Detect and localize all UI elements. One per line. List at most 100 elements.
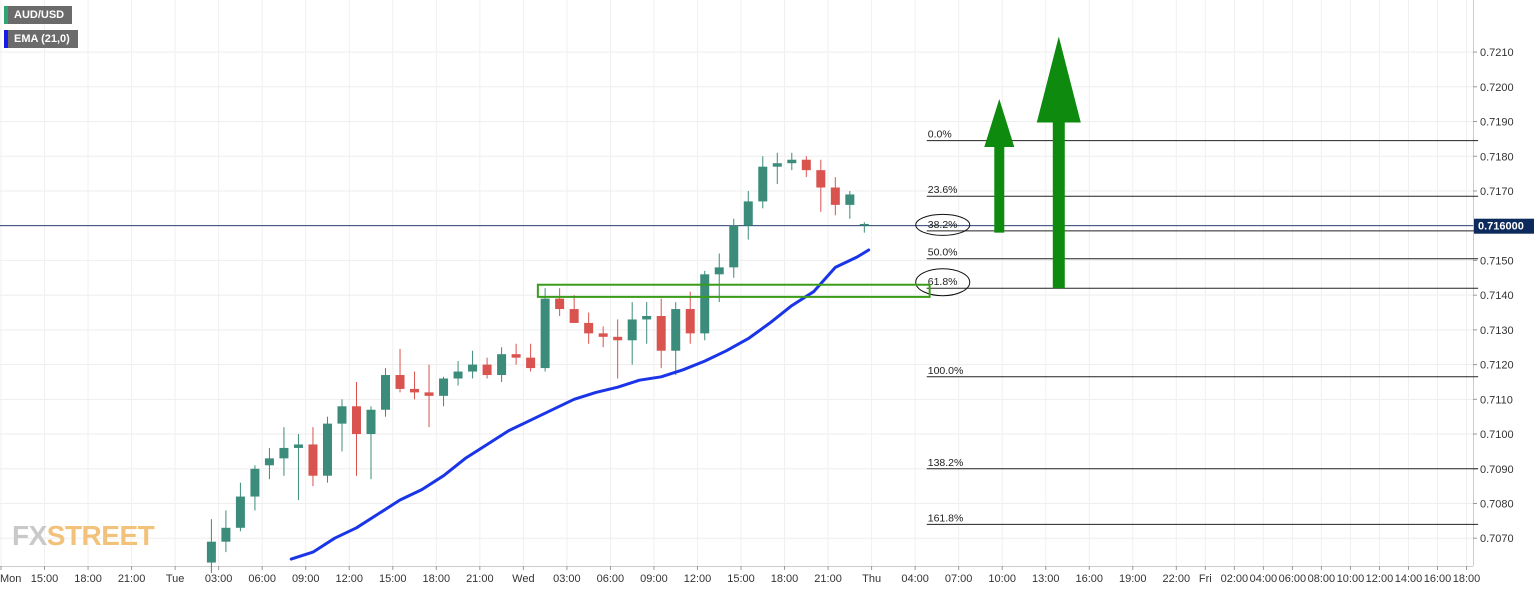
candle-body [656,315,666,351]
candle-body [671,309,681,351]
x-tick-label: 10:00 [1337,573,1365,585]
y-tick-label: 0.7100 [1480,429,1514,441]
candle-body [308,444,318,476]
candle-body [714,267,724,275]
fib-label: 161.8% [928,512,964,524]
candle-body [859,223,869,226]
candle-body [729,225,739,268]
candle-body [381,375,391,410]
arrow-shaft [1052,120,1065,289]
x-tick-label: 15:00 [31,573,59,585]
candle-body [453,371,463,379]
arrow-short [984,98,1015,233]
candle-body [482,364,492,376]
fib-label: 61.8% [928,276,958,288]
x-tick-label: 16:00 [1075,573,1103,585]
candle-body [511,354,521,358]
legend-ema[interactable]: EMA (21,0) [4,30,78,48]
candle-body [526,357,536,369]
candle-body [235,496,245,528]
x-tick-label: Fri [1199,573,1212,585]
grid [0,0,1473,566]
candle-body [206,541,216,563]
arrow-shaft [994,144,1005,233]
candle-body [613,336,623,341]
y-tick-label: 0.7120 [1480,360,1514,372]
fib-circle [915,268,971,297]
fib-label: 0.0% [928,129,952,141]
fxstreet-logo: FXSTREET [12,520,155,552]
price-tag-bg [1474,218,1534,234]
candle-body [264,458,274,466]
y-tick-label: 0.7200 [1480,82,1514,94]
x-tick-label: Mon [0,573,21,585]
x-tick-label: 03:00 [205,573,233,585]
legend-symbol-swatch [4,6,8,24]
x-tick-label: 12:00 [335,573,363,585]
x-tick-label: 18:00 [74,573,102,585]
x-tick-label: Wed [512,573,534,585]
y-tick-label: 0.7110 [1480,394,1513,406]
x-tick-label: 21:00 [466,573,494,585]
x-tick-label: 14:00 [1395,573,1423,585]
y-tick-label: 0.7080 [1480,498,1514,510]
x-tick-label: 22:00 [1163,573,1191,585]
current-price-tag: 0.716000 [1474,218,1534,234]
candle-body [685,309,695,334]
x-tick-label: 21:00 [814,573,842,585]
arrow-tall [1036,36,1081,289]
candle-body [351,406,361,435]
candle-body [250,468,260,497]
candle-body [627,319,637,341]
x-tick-label: 18:00 [771,573,799,585]
fib-label: 138.2% [928,457,964,469]
x-tick-label: 06:00 [1279,573,1307,585]
logo-part-1: FX [12,520,47,551]
fib-label: 38.2% [928,219,958,231]
candle-body [569,309,579,323]
x-tick-label: 18:00 [423,573,451,585]
candle-body [700,274,710,334]
x-tick-label: 13:00 [1032,573,1060,585]
x-tick-label: 06:00 [597,573,625,585]
candle-body [221,527,231,542]
candle-body [468,364,478,372]
x-tick-label: 03:00 [553,573,581,585]
x-tick-label: 04:00 [901,573,929,585]
candles [206,152,869,573]
x-tick-label: 16:00 [1424,573,1452,585]
candle-body [830,187,840,205]
candle-body [845,194,855,205]
candle-body [410,388,420,393]
candle-body [395,375,405,389]
arrow-head [984,98,1015,147]
y-tick-label: 0.7180 [1480,151,1514,163]
x-tick-label: Thu [862,573,881,585]
y-tick-label: 0.7190 [1480,117,1514,129]
y-tick-label: 0.7150 [1480,255,1514,267]
x-tick-label: 02:00 [1221,573,1249,585]
x-tick-label: 07:00 [945,573,973,585]
x-tick-label: Tue [166,573,185,585]
candle-body [424,392,434,396]
x-tick-label: 08:00 [1308,573,1336,585]
candle-body [322,423,332,476]
candle-body [279,447,289,459]
candle-body [816,170,826,188]
x-tick-label: 10:00 [988,573,1016,585]
y-tick-label: 0.7210 [1480,47,1514,59]
candle-body [743,201,753,226]
logo-part-2: STREET [46,520,155,551]
candle-body [787,159,797,164]
legend-ema-label: EMA (21,0) [14,33,70,45]
y-tick-label: 0.7090 [1480,464,1514,476]
legend-symbol[interactable]: AUD/USD [4,6,73,24]
support-zone [536,283,931,298]
candle-body [642,315,652,320]
candle-body [293,444,303,448]
legend-ema-swatch [4,30,8,48]
candle-body [439,378,449,396]
fib-levels: 0.0% 23.6% 38.2% 50.0% 61.8% 100.0% 138.2% 161.… [926,129,1479,525]
fib-label: 50.0% [928,247,958,259]
